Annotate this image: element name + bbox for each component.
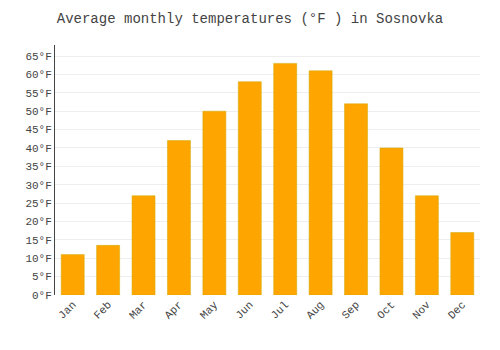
- svg-text:Jan: Jan: [56, 299, 78, 321]
- svg-text:60°F: 60°F: [25, 69, 51, 81]
- svg-text:20°F: 20°F: [25, 216, 51, 228]
- svg-text:Sep: Sep: [340, 299, 362, 321]
- svg-text:40°F: 40°F: [25, 143, 51, 155]
- svg-text:50°F: 50°F: [25, 106, 51, 118]
- svg-text:Oct: Oct: [375, 299, 397, 321]
- svg-text:Nov: Nov: [410, 299, 433, 322]
- svg-text:35°F: 35°F: [25, 161, 51, 173]
- svg-text:25°F: 25°F: [25, 198, 51, 210]
- svg-text:Apr: Apr: [162, 299, 184, 321]
- svg-text:Jul: Jul: [269, 299, 291, 321]
- svg-text:5°F: 5°F: [32, 271, 52, 283]
- svg-text:45°F: 45°F: [25, 124, 51, 136]
- svg-text:Aug: Aug: [304, 299, 326, 321]
- svg-text:0°F: 0°F: [32, 290, 52, 302]
- svg-text:65°F: 65°F: [25, 51, 51, 63]
- svg-text:30°F: 30°F: [25, 180, 51, 192]
- svg-text:May: May: [198, 299, 221, 322]
- svg-text:Jun: Jun: [233, 299, 255, 321]
- svg-text:55°F: 55°F: [25, 88, 51, 100]
- svg-text:Average monthly temperatures (: Average monthly temperatures (°F ) in So…: [57, 11, 443, 27]
- svg-text:Feb: Feb: [92, 299, 114, 321]
- svg-text:15°F: 15°F: [25, 235, 51, 247]
- svg-text:10°F: 10°F: [25, 253, 51, 265]
- svg-text:Mar: Mar: [127, 299, 149, 321]
- svg-text:Dec: Dec: [446, 299, 468, 321]
